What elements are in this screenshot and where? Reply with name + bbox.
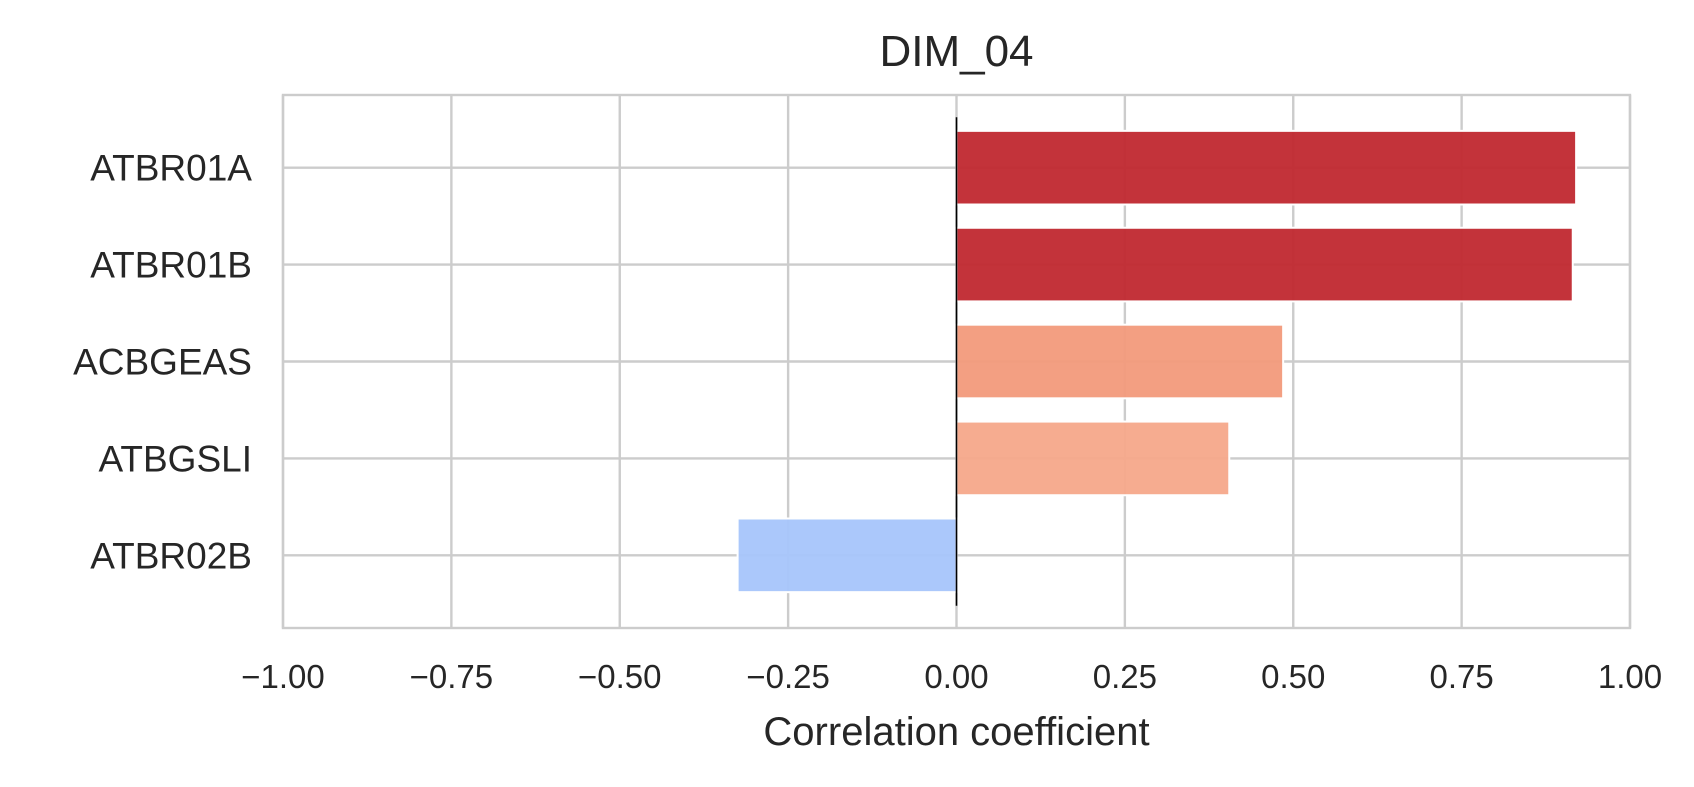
bars: [736, 129, 1578, 594]
plot-frame: [281, 93, 1632, 630]
x-tick-label: 0.75: [1430, 658, 1494, 695]
x-tick-label: −0.75: [410, 658, 494, 695]
x-tick-label: 0.00: [924, 658, 988, 695]
bar-atbr01a: [955, 129, 1578, 206]
chart-title: DIM_04: [879, 27, 1033, 76]
y-tick-label: ATBR02B: [90, 535, 252, 576]
bar-atbr02b: [736, 517, 958, 594]
x-tick-label: 1.00: [1598, 658, 1662, 695]
y-tick-label: ATBGSLI: [98, 438, 252, 479]
y-tick-label: ATBR01A: [90, 148, 252, 189]
y-tick-labels: ATBR01A ATBR01B ACBGEAS ATBGSLI ATBR02B: [73, 148, 252, 577]
y-tick-label: ATBR01B: [90, 245, 252, 286]
y-tick-label: ACBGEAS: [73, 342, 252, 383]
x-tick-label: −0.50: [578, 658, 662, 695]
bar-atbgsli: [955, 420, 1231, 497]
x-tick-label: −0.25: [746, 658, 830, 695]
x-tick-labels: −1.00 −0.75 −0.50 −0.25 0.00 0.25 0.50 0.75 1.00: [241, 658, 1662, 695]
x-tick-label: −1.00: [241, 658, 325, 695]
x-tick-label: 0.25: [1093, 658, 1157, 695]
x-tick-label: 0.50: [1261, 658, 1325, 695]
x-axis-label: Correlation coefficient: [763, 710, 1149, 754]
bar-acbgeas: [955, 323, 1285, 400]
bar-atbr01b: [955, 226, 1574, 303]
